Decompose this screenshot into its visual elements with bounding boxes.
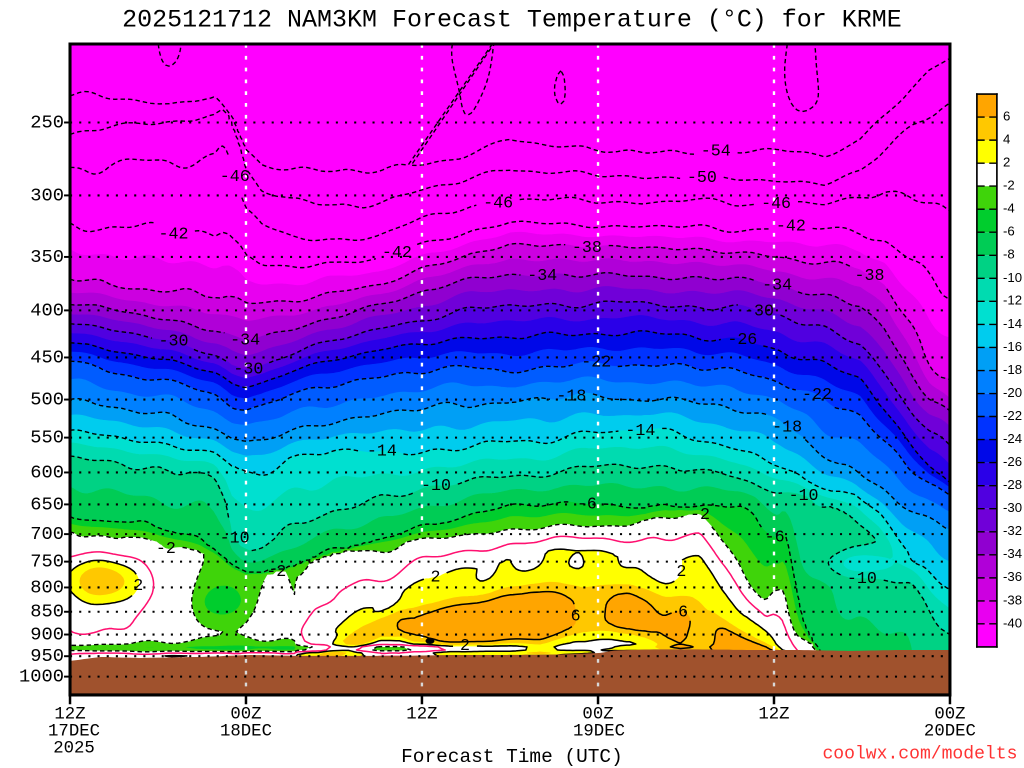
svg-text:500: 500 bbox=[30, 388, 64, 410]
svg-text:-2: -2 bbox=[156, 540, 176, 559]
svg-text:2: 2 bbox=[460, 637, 470, 656]
svg-text:-14: -14 bbox=[367, 442, 397, 461]
svg-text:-2: -2 bbox=[266, 563, 286, 582]
svg-text:18DEC: 18DEC bbox=[220, 723, 272, 742]
svg-text:6: 6 bbox=[678, 603, 688, 622]
svg-text:-36: -36 bbox=[1003, 569, 1022, 584]
svg-text:-4: -4 bbox=[1003, 201, 1015, 216]
svg-text:-16: -16 bbox=[1003, 339, 1022, 354]
svg-text:-10: -10 bbox=[421, 477, 451, 496]
svg-text:19DEC: 19DEC bbox=[573, 723, 625, 742]
svg-text:-12: -12 bbox=[1003, 293, 1022, 308]
svg-text:250: 250 bbox=[30, 111, 64, 133]
svg-text:-34: -34 bbox=[1003, 546, 1022, 561]
svg-text:-26: -26 bbox=[727, 331, 757, 350]
svg-text:00Z: 00Z bbox=[230, 705, 261, 724]
svg-text:-26: -26 bbox=[1003, 454, 1022, 469]
svg-text:20DEC: 20DEC bbox=[924, 723, 976, 742]
svg-text:Forecast Time (UTC): Forecast Time (UTC) bbox=[401, 746, 623, 768]
svg-text:-18: -18 bbox=[1003, 362, 1022, 377]
svg-text:-2: -2 bbox=[690, 506, 710, 525]
svg-text:850: 850 bbox=[30, 600, 64, 622]
svg-text:-6: -6 bbox=[1003, 224, 1015, 239]
svg-text:-34: -34 bbox=[527, 267, 557, 286]
svg-text:-22: -22 bbox=[802, 386, 832, 405]
svg-text:-38: -38 bbox=[572, 239, 602, 258]
svg-text:-22: -22 bbox=[581, 354, 611, 373]
svg-text:-46: -46 bbox=[483, 194, 513, 213]
svg-text:-30: -30 bbox=[744, 302, 774, 321]
svg-text:-8: -8 bbox=[1003, 247, 1015, 262]
svg-text:-42: -42 bbox=[158, 226, 188, 245]
svg-text:700: 700 bbox=[30, 523, 64, 545]
svg-text:2025121712 NAM3KM Forecast Tem: 2025121712 NAM3KM Forecast Temperature (… bbox=[122, 6, 902, 35]
svg-text:950: 950 bbox=[30, 645, 64, 667]
svg-text:600: 600 bbox=[30, 461, 64, 483]
svg-text:450: 450 bbox=[30, 346, 64, 368]
svg-text:-10: -10 bbox=[789, 487, 819, 506]
svg-text:-20: -20 bbox=[1003, 385, 1022, 400]
svg-text:12Z: 12Z bbox=[406, 705, 437, 724]
svg-text:-40: -40 bbox=[1003, 615, 1022, 630]
svg-text:12Z: 12Z bbox=[54, 705, 85, 724]
svg-text:-6: -6 bbox=[765, 529, 785, 548]
svg-text:-54: -54 bbox=[701, 143, 731, 162]
svg-text:2: 2 bbox=[133, 577, 143, 596]
svg-text:-30: -30 bbox=[1003, 500, 1022, 515]
svg-text:-38: -38 bbox=[1003, 592, 1022, 607]
svg-text:6: 6 bbox=[1003, 108, 1010, 123]
svg-text:-24: -24 bbox=[1003, 431, 1022, 446]
svg-text:-34: -34 bbox=[230, 331, 260, 350]
svg-text:-32: -32 bbox=[1003, 523, 1022, 538]
svg-text:-30: -30 bbox=[233, 361, 263, 380]
svg-text:800: 800 bbox=[30, 576, 64, 598]
svg-text:coolwx.com/modelts: coolwx.com/modelts bbox=[822, 745, 1017, 765]
svg-text:-2: -2 bbox=[1003, 178, 1015, 193]
svg-text:2: 2 bbox=[676, 563, 686, 582]
svg-text:-38: -38 bbox=[855, 267, 885, 286]
svg-text:900: 900 bbox=[30, 623, 64, 645]
svg-text:2: 2 bbox=[1003, 155, 1010, 170]
svg-text:-10: -10 bbox=[847, 570, 877, 589]
svg-text:17DEC: 17DEC bbox=[48, 723, 100, 742]
svg-text:-22: -22 bbox=[1003, 408, 1022, 423]
svg-text:00Z: 00Z bbox=[582, 705, 613, 724]
svg-text:350: 350 bbox=[30, 246, 64, 268]
svg-text:4: 4 bbox=[1003, 131, 1010, 146]
svg-text:1000: 1000 bbox=[19, 665, 64, 687]
svg-text:00Z: 00Z bbox=[934, 705, 965, 724]
svg-text:-6: -6 bbox=[577, 496, 597, 515]
svg-text:400: 400 bbox=[30, 299, 64, 321]
svg-text:-50: -50 bbox=[687, 169, 717, 188]
svg-text:-14: -14 bbox=[625, 422, 655, 441]
svg-text:6: 6 bbox=[571, 608, 581, 627]
svg-text:-18: -18 bbox=[556, 388, 586, 407]
svg-text:750: 750 bbox=[30, 550, 64, 572]
svg-text:-46: -46 bbox=[761, 195, 791, 214]
svg-text:-42: -42 bbox=[776, 217, 806, 236]
svg-text:-30: -30 bbox=[158, 333, 188, 352]
svg-text:550: 550 bbox=[30, 426, 64, 448]
svg-text:-10: -10 bbox=[220, 530, 250, 549]
svg-text:-10: -10 bbox=[1003, 270, 1022, 285]
svg-text:-42: -42 bbox=[382, 244, 412, 263]
svg-text:-34: -34 bbox=[762, 277, 792, 296]
svg-text:-14: -14 bbox=[1003, 316, 1022, 331]
svg-text:-28: -28 bbox=[1003, 477, 1022, 492]
svg-text:2025: 2025 bbox=[53, 739, 95, 758]
svg-text:-46: -46 bbox=[220, 168, 250, 187]
svg-text:2: 2 bbox=[431, 568, 441, 587]
svg-text:650: 650 bbox=[30, 493, 64, 515]
svg-text:300: 300 bbox=[30, 184, 64, 206]
svg-text:-18: -18 bbox=[772, 418, 802, 437]
svg-text:12Z: 12Z bbox=[758, 705, 789, 724]
